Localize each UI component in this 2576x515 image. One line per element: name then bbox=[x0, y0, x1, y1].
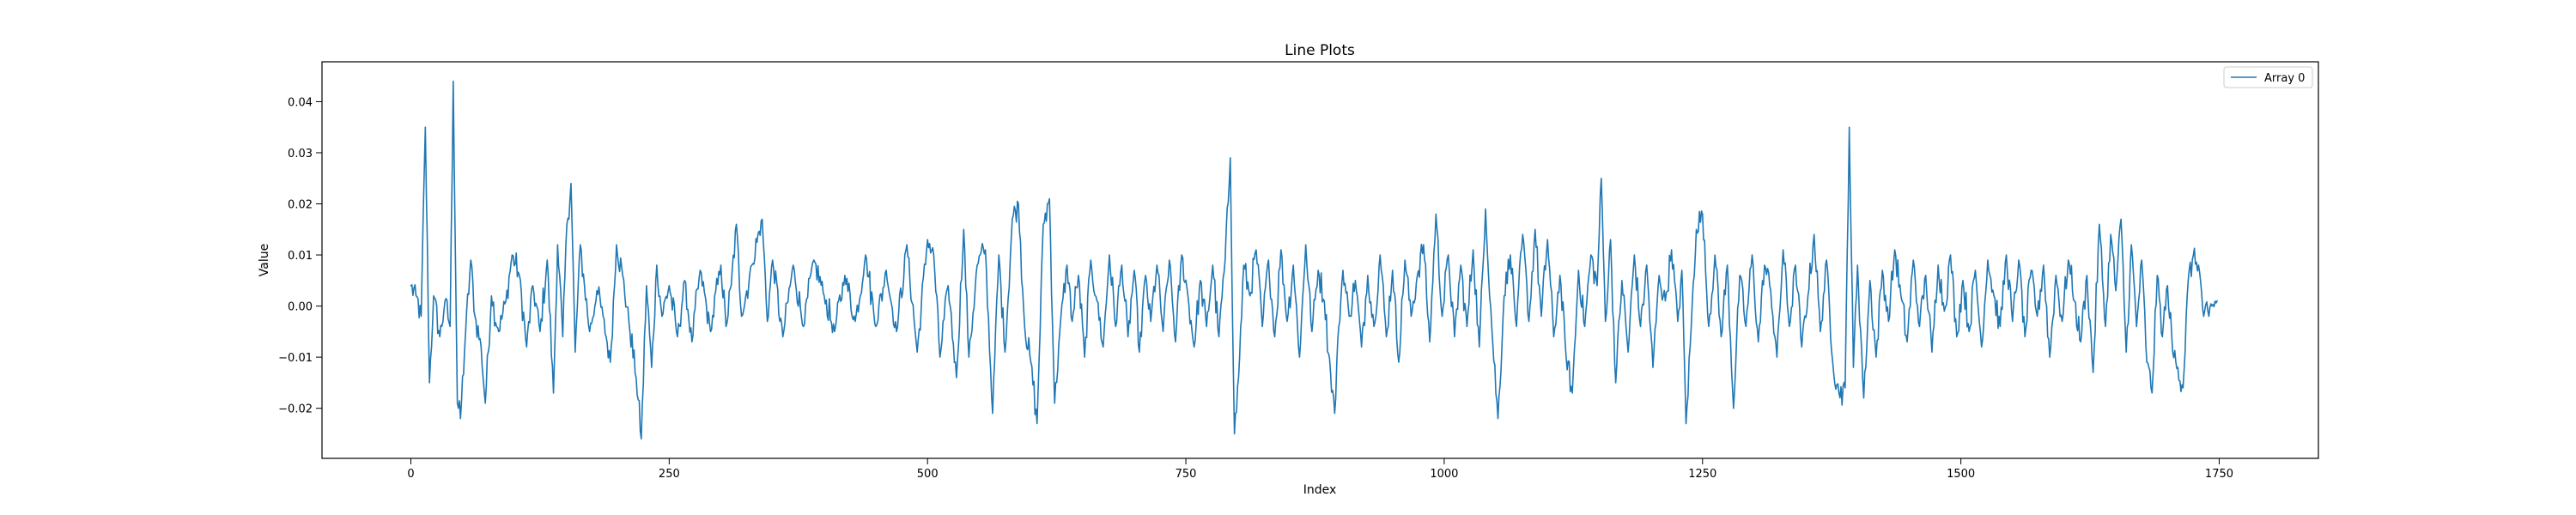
legend: Array 0 bbox=[2223, 66, 2313, 88]
y-tick-label-1: −0.01 bbox=[278, 352, 313, 365]
chart-title: Line Plots bbox=[1285, 42, 1355, 59]
y-axis: −0.02 −0.01 0.00 0.01 0.02 0.03 0.04 bbox=[278, 96, 322, 416]
x-tick-label-0: 0 bbox=[407, 468, 414, 481]
x-tick-label-1000: 1000 bbox=[1430, 468, 1458, 481]
plot-area bbox=[321, 61, 2319, 459]
x-axis-label: Index bbox=[1303, 483, 1337, 497]
x-tick-label-1500: 1500 bbox=[1947, 468, 1975, 481]
y-tick-label-6: 0.04 bbox=[288, 96, 313, 109]
x-tick-label-1750: 1750 bbox=[2205, 468, 2233, 481]
legend-box bbox=[2223, 66, 2313, 88]
y-axis-label: Value bbox=[258, 244, 271, 276]
y-tick-label-2: 0.00 bbox=[288, 301, 313, 314]
y-tick-label-5: 0.03 bbox=[288, 148, 313, 161]
x-axis: 0 250 500 750 1000 1250 1500 1750 bbox=[407, 458, 2233, 481]
y-tick-label-3: 0.01 bbox=[288, 250, 313, 263]
series-line-array-0 bbox=[410, 80, 2218, 440]
y-tick-label-0: −0.02 bbox=[278, 403, 313, 416]
x-tick-label-250: 250 bbox=[659, 468, 680, 481]
x-tick-label-1250: 1250 bbox=[1688, 468, 1716, 481]
y-tick-label-4: 0.02 bbox=[288, 199, 313, 212]
x-tick-label-500: 500 bbox=[917, 468, 939, 481]
x-tick-label-750: 750 bbox=[1176, 468, 1197, 481]
legend-label-array-0: Array 0 bbox=[2264, 72, 2305, 85]
axes-frame bbox=[321, 61, 2319, 459]
